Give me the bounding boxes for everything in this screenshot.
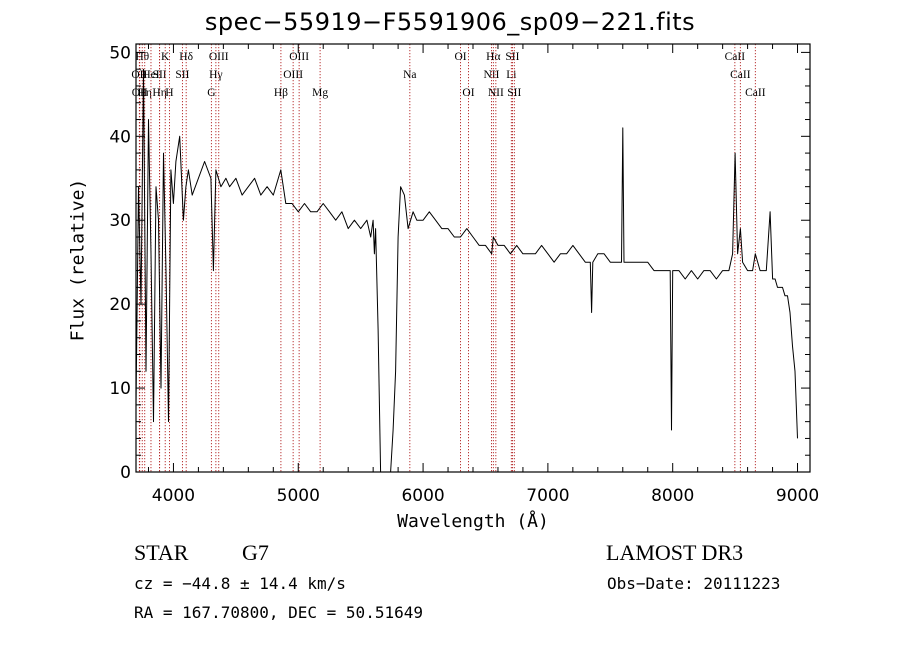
line-marker-label: Hη <box>152 87 166 99</box>
line-marker-label: Hβ <box>274 87 288 99</box>
y-tick-label: 10 <box>109 379 131 399</box>
plot-frame <box>135 43 811 473</box>
x-tick-label: 6000 <box>401 486 444 506</box>
line-marker-label: HeI <box>142 69 159 81</box>
object-class: STAR <box>134 540 189 565</box>
line-marker-label: H <box>165 87 173 99</box>
chart-title: spec−55919−F5591906_sp09−221.fits <box>204 8 696 36</box>
coordinates: RA = 167.70800, DEC = 50.51649 <box>134 603 423 622</box>
y-tick-label: 0 <box>120 463 131 483</box>
y-tick-label: 40 <box>109 127 131 147</box>
line-marker-label: SII <box>175 69 189 81</box>
y-tick-label: 30 <box>109 211 131 231</box>
line-marker-label: CaII <box>745 87 766 99</box>
line-marker-label: OIII <box>209 51 229 63</box>
redshift-value: cz = −44.8 ± 14.4 km/s <box>134 574 346 593</box>
line-marker-label: OI <box>462 87 474 99</box>
obs-date: Obs−Date: 20111223 <box>607 574 781 593</box>
line-marker-label: OI <box>454 51 466 63</box>
line-marker-label: Hδ <box>179 51 193 63</box>
line-marker-label: CaII <box>730 69 751 81</box>
line-marker-label: CaII <box>725 51 746 63</box>
x-tick-label: 4000 <box>152 486 195 506</box>
line-marker-label: SII <box>505 51 519 63</box>
line-marker-label: Mg <box>312 87 328 99</box>
survey-name: LAMOST DR3 <box>606 540 744 565</box>
x-tick-label: 8000 <box>651 486 694 506</box>
y-axis-label: Flux (relative) <box>67 178 89 342</box>
line-marker-label: NII <box>483 69 499 81</box>
line-marker-label: Hη <box>138 87 152 99</box>
y-tick-label: 20 <box>109 295 131 315</box>
x-tick-label: 7000 <box>526 486 569 506</box>
x-axis-label: Wavelength (Å) <box>397 511 549 532</box>
line-marker-label: Li <box>506 69 516 81</box>
line-marker-label: Hα <box>486 51 500 63</box>
line-marker-label: Na <box>403 69 416 81</box>
x-tick-label: 9000 <box>776 486 819 506</box>
x-tick-label: 5000 <box>277 486 320 506</box>
line-marker-label: SII <box>507 87 521 99</box>
line-marker-label: Hθ <box>135 51 149 63</box>
line-marker-label: K <box>161 51 170 63</box>
spectrum-line <box>135 68 798 473</box>
line-marker-label: OIII <box>289 51 309 63</box>
y-tick-label: 50 <box>109 43 131 63</box>
line-marker-label: Hγ <box>209 69 222 81</box>
object-subclass: G7 <box>242 540 269 565</box>
line-marker-label: OIII <box>283 69 303 81</box>
line-marker-label: NII <box>488 87 504 99</box>
line-marker-label: G <box>207 87 215 99</box>
